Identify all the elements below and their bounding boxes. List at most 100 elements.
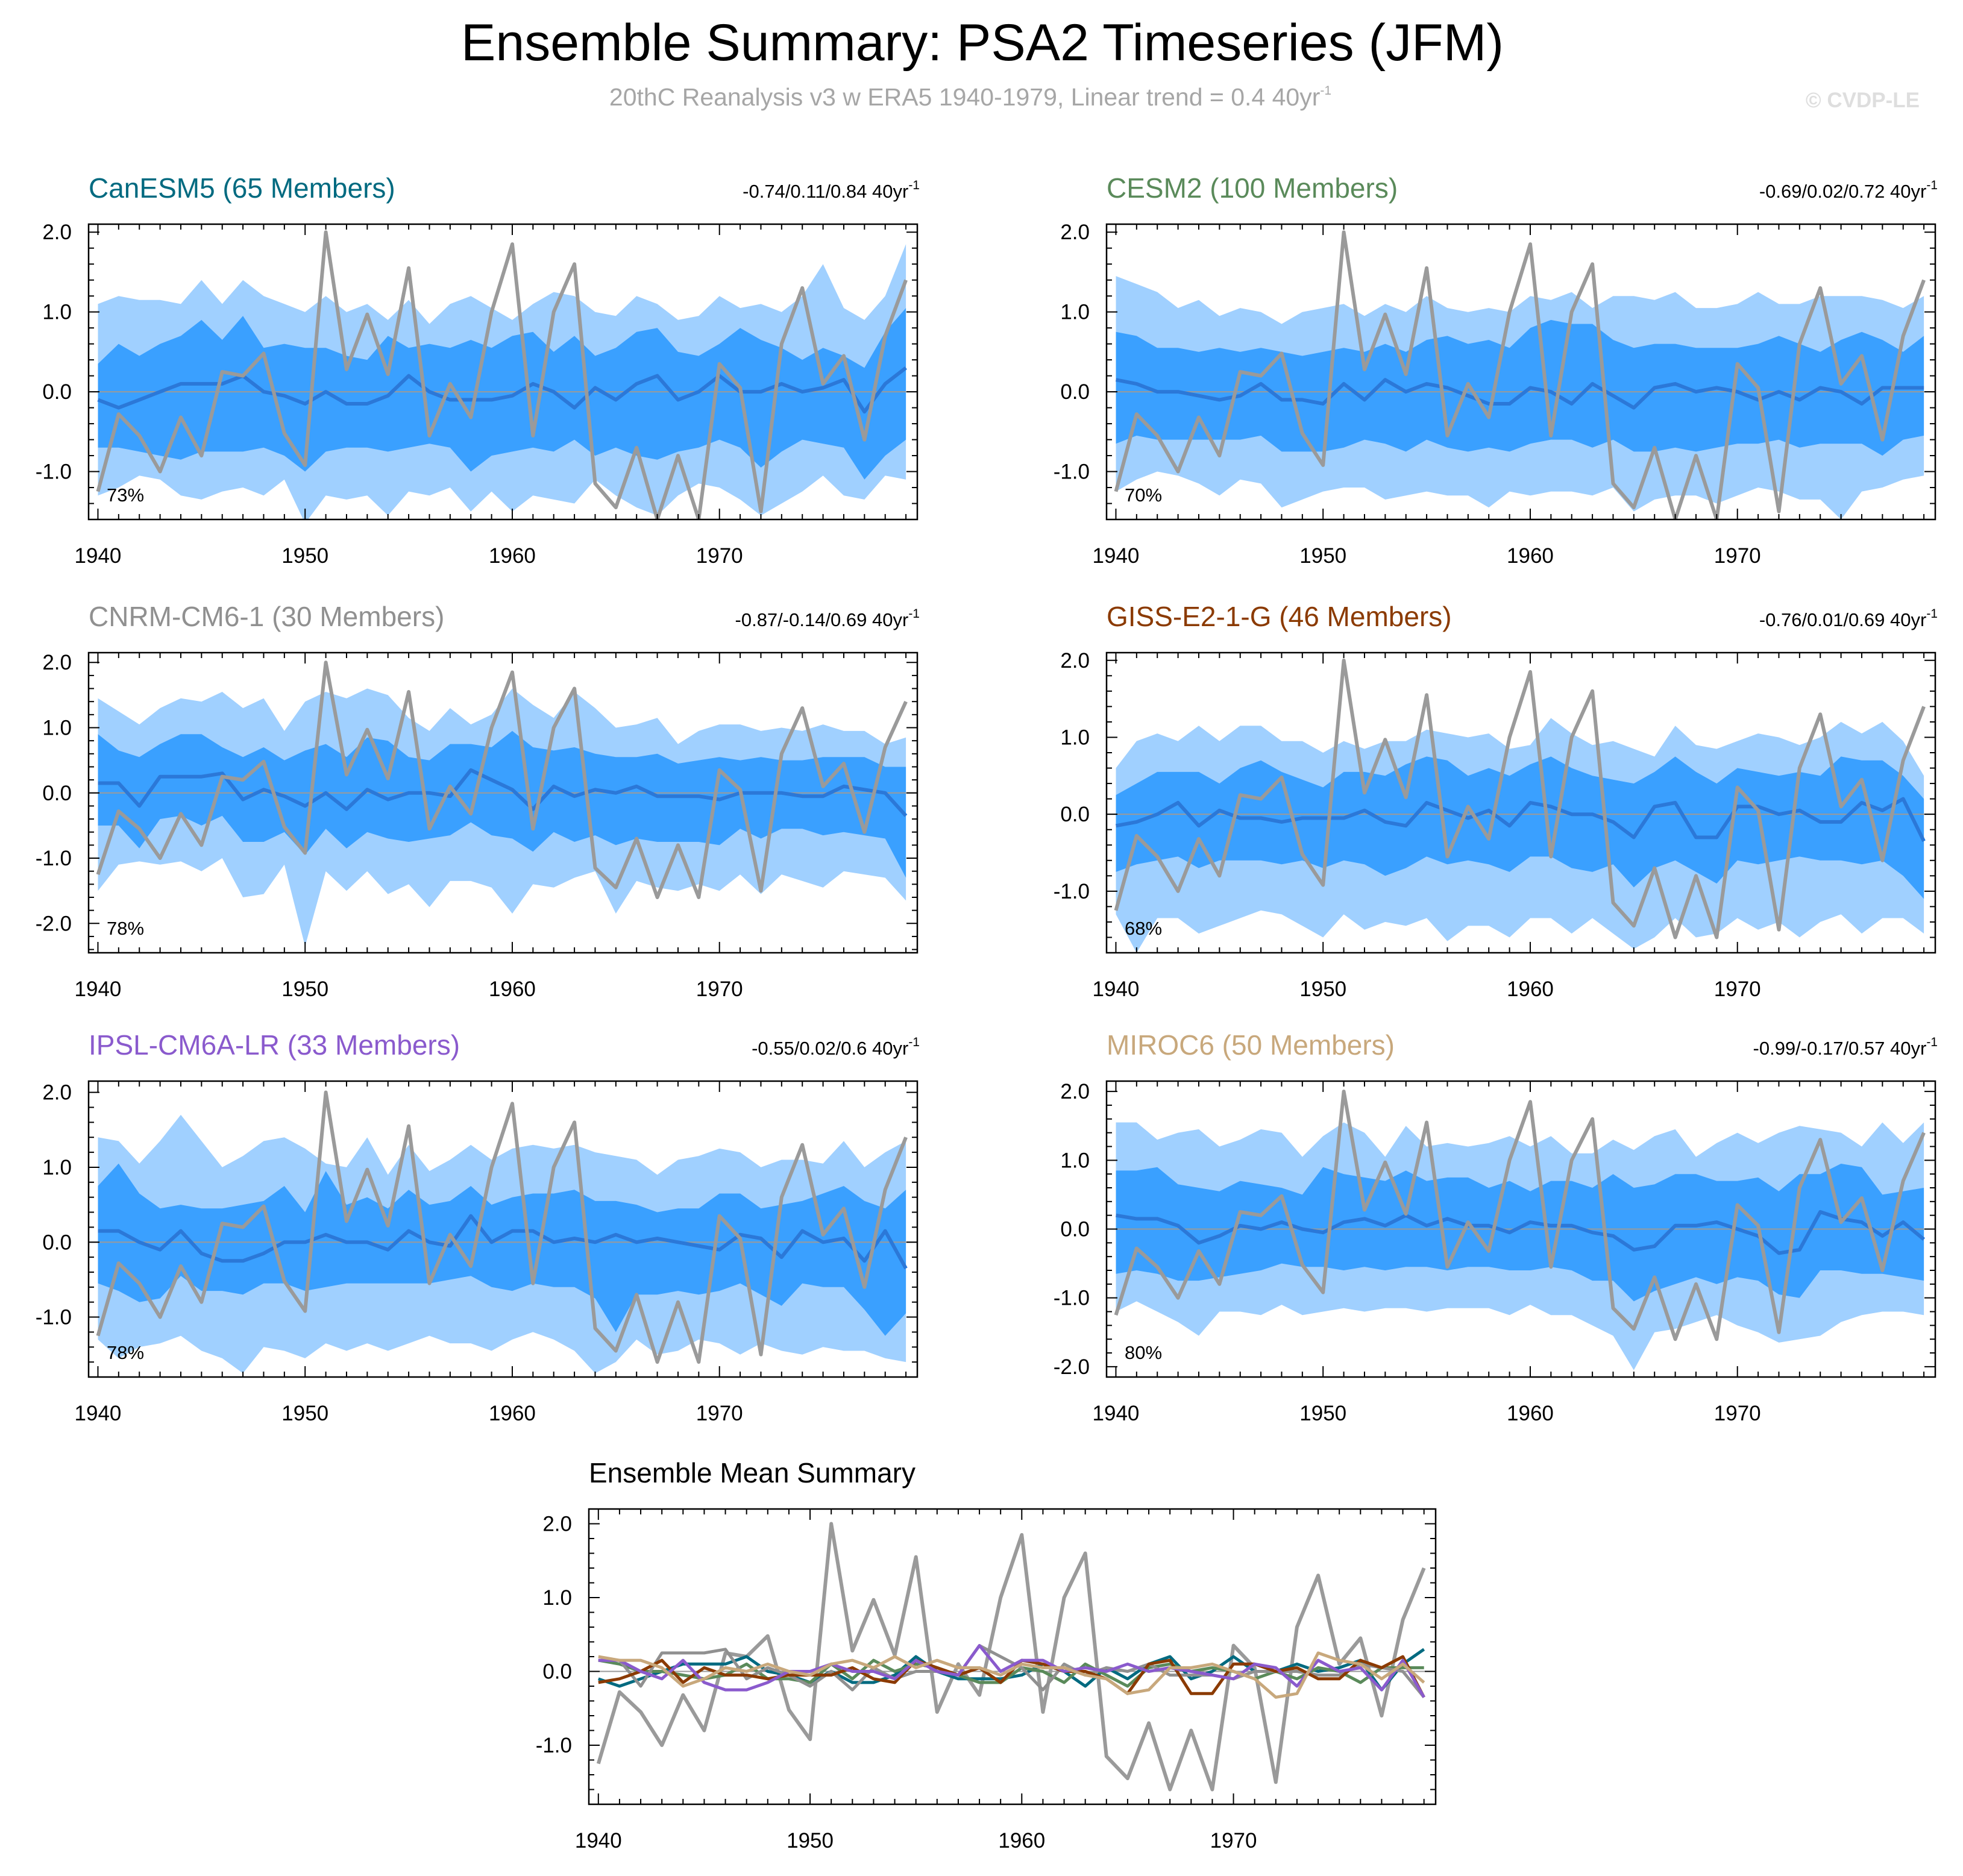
panel-7: Ensemble Mean Summary 1940 1950 1960 1970 2.0…	[536, 1457, 1437, 1852]
trend-text: -0.69/0.02/0.72 40yr	[1759, 181, 1926, 202]
y-tick-label: 0.0	[42, 380, 72, 404]
x-tick-label: 1960	[489, 1402, 536, 1425]
figure-title: Ensemble Summary: PSA2 Timeseries (JFM)	[461, 14, 1504, 72]
figure-subtitle: 20thC Reanalysis v3 w ERA5 1940-1979, Li…	[609, 83, 1331, 111]
x-tick-label: 1960	[1507, 977, 1554, 1001]
x-tick-label: 1950	[281, 544, 328, 568]
percent-label: 78%	[107, 1342, 144, 1363]
x-tick-label: 1950	[281, 977, 328, 1001]
panel-title: GISS-E2-1-G (46 Members)	[1107, 601, 1452, 632]
y-tick-label: 1.0	[1060, 301, 1090, 324]
x-tick-label: 1940	[1093, 977, 1140, 1001]
y-tick-label: 1.0	[1060, 726, 1090, 749]
panel-3: CNRM-CM6-1 (30 Members) -0.87/-0.14/0.69 …	[36, 601, 920, 1001]
observed-line	[1114, 658, 1926, 940]
observed-line	[1114, 230, 1926, 519]
spread-band-inner	[98, 308, 906, 480]
ens-mean-line	[98, 1214, 908, 1270]
y-tick-label: -1.0	[36, 460, 72, 484]
ens-mean-line-ipsl-cm6a-lr	[598, 1644, 1425, 1698]
plot-frame	[1105, 651, 1936, 954]
plot-frame	[87, 651, 919, 954]
y-tick-label: -2.0	[1054, 1355, 1090, 1379]
percent-label: 70%	[1125, 485, 1162, 506]
y-tick-label: 2.0	[42, 651, 72, 674]
panel-title: CNRM-CM6-1 (30 Members)	[89, 601, 444, 632]
y-tick-label: 0.0	[1060, 803, 1090, 826]
trend-label: -0.99/-0.17/0.57 40yr-1	[1753, 1035, 1938, 1059]
percent-label: 73%	[107, 485, 144, 506]
trend-superscript: -1	[1926, 607, 1938, 621]
trend-superscript: -1	[908, 607, 920, 621]
ens-mean-line-miroc6	[598, 1651, 1425, 1699]
panel-6: MIROC6 (50 Members) -0.99/-0.17/0.57 40yr…	[1054, 1029, 1938, 1425]
observed-line	[96, 660, 908, 899]
x-tick-label: 1970	[1210, 1829, 1257, 1852]
trend-text: -0.76/0.01/0.69 40yr	[1759, 609, 1926, 630]
ens-mean-line-canesm5	[597, 1648, 1425, 1692]
panel-5: IPSL-CM6A-LR (33 Members) -0.55/0.02/0.6 …	[36, 1029, 920, 1425]
trend-label: -0.69/0.02/0.72 40yr-1	[1759, 178, 1938, 202]
y-tick-label: -1.0	[36, 1306, 72, 1329]
plot-frame	[87, 223, 919, 521]
trend-text: -0.55/0.02/0.6 40yr	[752, 1038, 908, 1059]
observed-line	[1114, 1090, 1926, 1341]
ens-mean-line	[97, 366, 907, 414]
ens-mean-line	[1115, 797, 1926, 842]
y-tick-label: 2.0	[542, 1513, 572, 1536]
panel-2: CESM2 (100 Members) -0.69/0.02/0.72 40yr-…	[1054, 172, 1938, 568]
plot-area	[1107, 658, 1935, 953]
x-tick-label: 1970	[1714, 977, 1761, 1001]
plot-area	[1107, 1090, 1935, 1370]
y-tick-label: 1.0	[42, 301, 72, 324]
x-tick-label: 1970	[696, 544, 743, 568]
y-tick-label: 2.0	[1060, 1080, 1090, 1103]
y-tick-label: 0.0	[42, 1231, 72, 1254]
ens-mean-line-cnrm-cm6-1	[598, 1644, 1425, 1698]
panel-title: CESM2 (100 Members)	[1107, 172, 1398, 204]
x-tick-label: 1940	[75, 1402, 122, 1425]
ens-mean-line	[1115, 378, 1924, 410]
x-tick-label: 1950	[1299, 1402, 1346, 1425]
y-tick-label: 1.0	[542, 1586, 572, 1610]
x-tick-label: 1960	[1507, 1402, 1554, 1425]
percent-label: 78%	[107, 918, 144, 939]
panel-title: IPSL-CM6A-LR (33 Members)	[89, 1029, 460, 1061]
x-tick-label: 1970	[696, 1402, 743, 1425]
x-tick-label: 1960	[489, 544, 536, 568]
y-tick-label: 2.0	[1060, 649, 1090, 673]
y-tick-label: -1.0	[536, 1734, 572, 1757]
plot-area	[589, 1522, 1436, 1792]
trend-superscript: -1	[1926, 178, 1938, 192]
subtitle-text: 20thC Reanalysis v3 w ERA5 1940-1979, Li…	[609, 83, 1320, 111]
panel-4: GISS-E2-1-G (46 Members) -0.76/0.01/0.69 …	[1054, 601, 1938, 1001]
x-tick-label: 1960	[489, 977, 536, 1001]
trend-label: -0.87/-0.14/0.69 40yr-1	[735, 607, 920, 630]
plot-frame	[588, 1508, 1437, 1805]
x-tick-label: 1940	[1093, 1402, 1140, 1425]
plot-area	[89, 230, 917, 519]
percent-label: 68%	[1125, 918, 1162, 939]
panel-title: Ensemble Mean Summary	[589, 1457, 916, 1489]
trend-superscript: -1	[908, 178, 920, 192]
plot-frame	[1105, 223, 1936, 521]
y-tick-label: -1.0	[36, 847, 72, 870]
copyright-watermark: © CVDP-LE	[1806, 89, 1920, 112]
plot-area	[1107, 230, 1935, 519]
y-tick-label: 2.0	[42, 221, 72, 244]
observed-line	[96, 230, 908, 519]
y-tick-label: -1.0	[1054, 880, 1090, 903]
panel-1: CanESM5 (65 Members) -0.74/0.11/0.84 40yr…	[36, 172, 920, 568]
spread-band-inner	[98, 730, 906, 878]
plot-area	[89, 1090, 917, 1373]
trend-text: -0.99/-0.17/0.57 40yr	[1753, 1038, 1927, 1059]
y-tick-label: 0.0	[1060, 1218, 1090, 1241]
x-tick-label: 1940	[75, 977, 122, 1001]
plot-frame	[87, 1080, 919, 1378]
y-tick-label: 1.0	[42, 1156, 72, 1179]
y-tick-label: 0.0	[42, 782, 72, 805]
ens-mean-line-giss-e2-1-g	[598, 1655, 1425, 1698]
y-tick-label: 0.0	[1060, 380, 1090, 404]
x-tick-label: 1960	[1507, 544, 1554, 568]
